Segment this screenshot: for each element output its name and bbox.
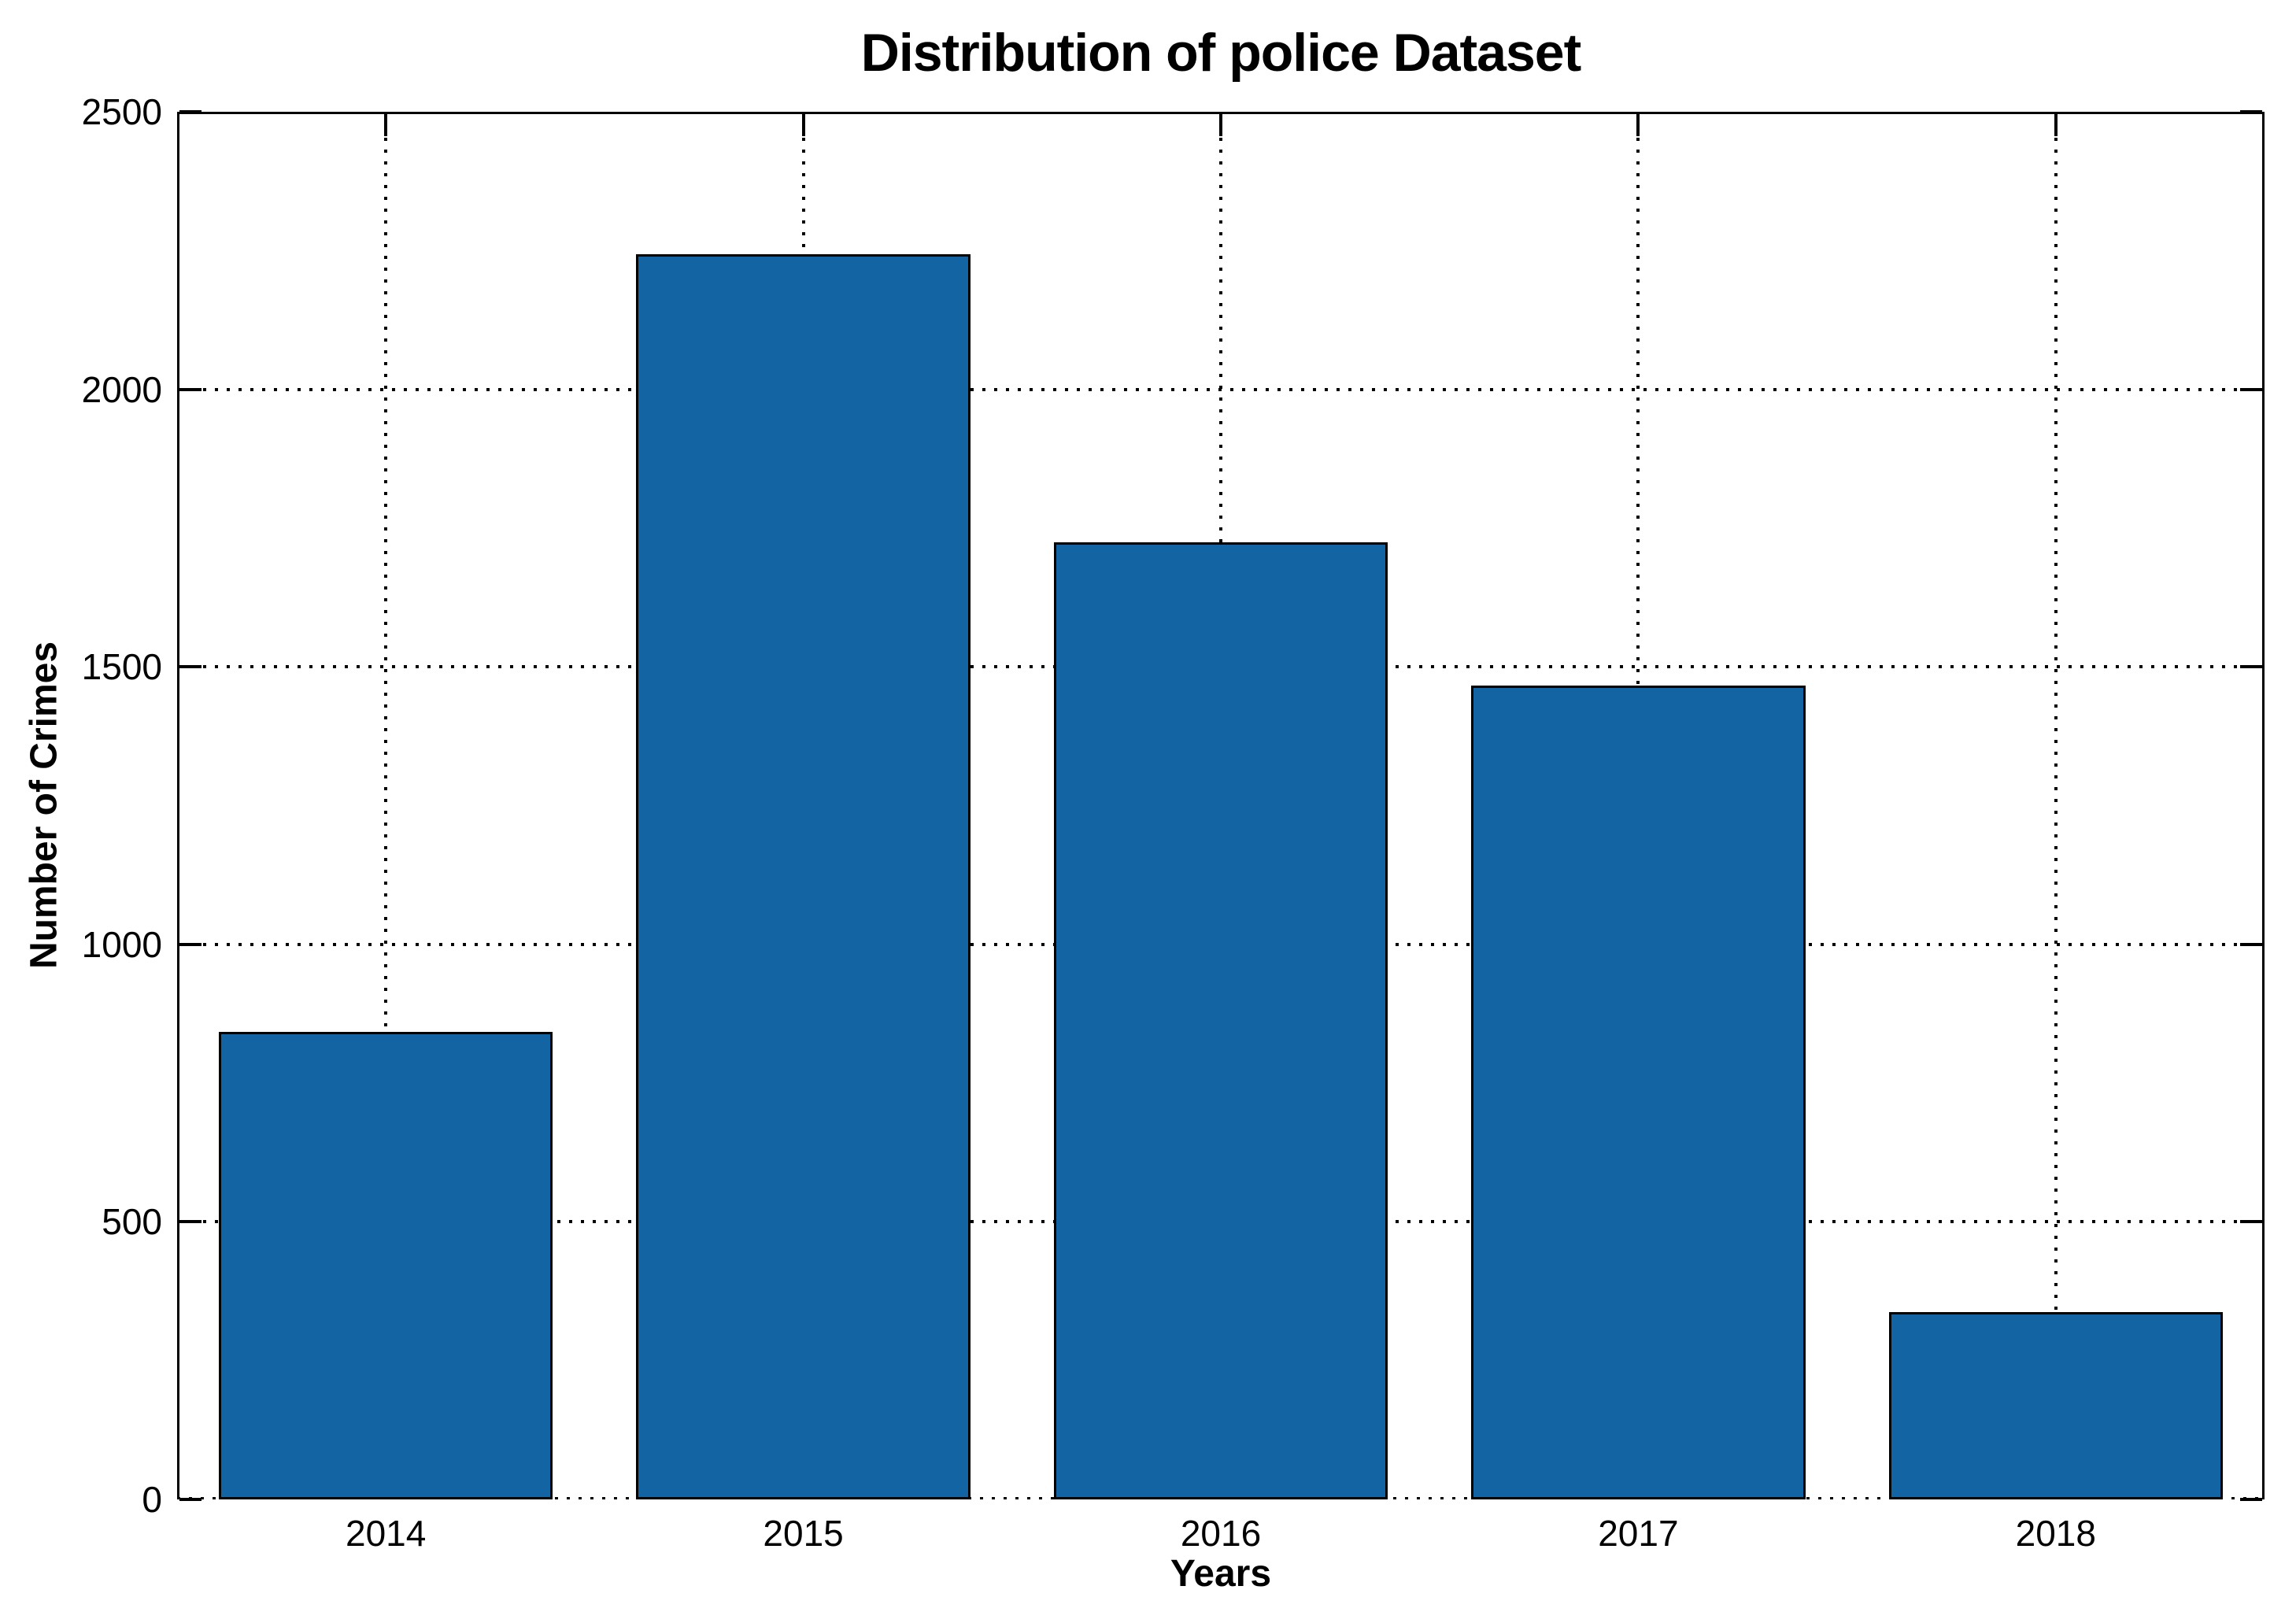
x-gridline <box>2054 114 2058 1497</box>
x-tick-top <box>1636 114 1640 136</box>
y-tick-label: 0 <box>142 1479 162 1520</box>
y-tick-label: 1500 <box>81 646 162 688</box>
y-tick-left <box>179 1498 202 1501</box>
right-axis-line <box>2262 112 2265 1499</box>
chart-title: Distribution of police Dataset <box>860 23 1582 83</box>
x-tick-label: 2017 <box>1598 1513 1679 1554</box>
left-axis-line <box>177 112 179 1499</box>
y-tick-left <box>179 1220 202 1224</box>
x-tick-top <box>801 114 805 136</box>
y-tick-right <box>2240 1498 2262 1501</box>
bar-2014 <box>219 1031 553 1499</box>
x-gridline <box>384 114 388 1497</box>
y-tick-left <box>179 942 202 946</box>
y-tick-right <box>2240 1220 2262 1224</box>
bar-2017 <box>1471 686 1806 1499</box>
x-tick-top <box>1219 114 1222 136</box>
y-tick-right <box>2240 665 2262 669</box>
x-tick-top <box>384 114 388 136</box>
top-axis-line <box>177 112 2265 114</box>
y-tick-right <box>2240 387 2262 391</box>
y-tick-right <box>2240 942 2262 946</box>
y-tick-label: 2000 <box>81 368 162 410</box>
x-tick-label: 2018 <box>2015 1513 2096 1554</box>
x-tick-label: 2015 <box>763 1513 844 1554</box>
bar-2015 <box>636 254 971 1499</box>
x-tick-top <box>2054 114 2058 136</box>
x-tick-label: 2014 <box>346 1513 427 1554</box>
y-tick-label: 1000 <box>81 923 162 965</box>
bar-2016 <box>1053 542 1388 1499</box>
bar-2018 <box>1888 1311 2223 1499</box>
x-tick-label: 2016 <box>1180 1513 1262 1554</box>
y-tick-left <box>179 665 202 669</box>
y-tick-label: 500 <box>102 1201 162 1243</box>
y-tick-left <box>179 387 202 391</box>
bottom-axis-line <box>177 1497 2265 1499</box>
y-tick-label: 2500 <box>81 91 162 132</box>
x-axis-label: Years <box>1170 1553 1272 1595</box>
